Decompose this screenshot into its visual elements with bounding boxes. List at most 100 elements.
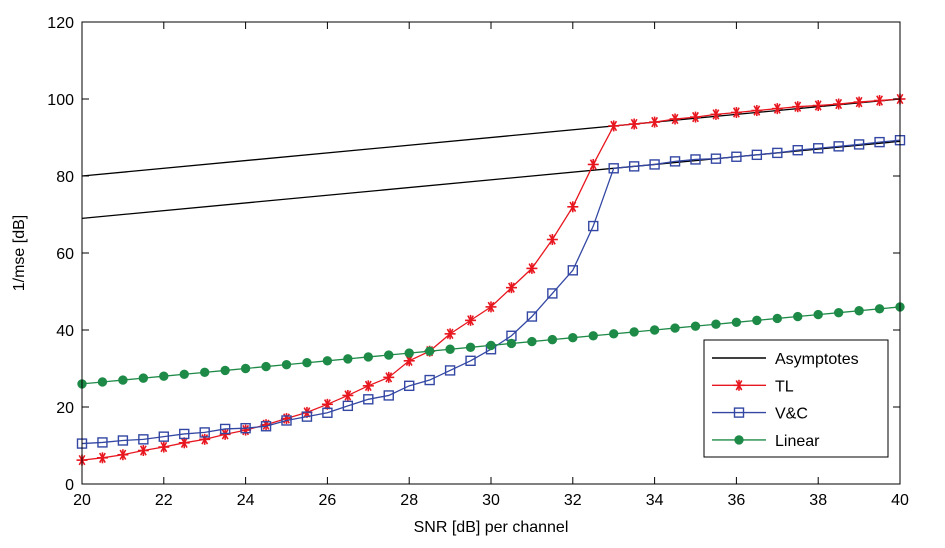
legend-label-asymptotes: Asymptotes — [775, 351, 859, 368]
series-layer — [76, 93, 906, 466]
data-point-v-c — [792, 145, 803, 156]
y-tick-label: 60 — [56, 246, 74, 263]
data-point-linear — [97, 377, 108, 387]
data-point-v-c — [772, 147, 783, 159]
data-point-tl — [546, 234, 558, 246]
data-point-tl — [444, 328, 456, 340]
data-point-linear — [281, 359, 292, 370]
data-point-v-c — [301, 411, 313, 422]
data-point-linear — [261, 361, 271, 372]
data-point-linear — [138, 373, 149, 383]
data-point-v-c — [731, 151, 742, 162]
data-point-linear — [486, 340, 496, 351]
series-linear — [77, 302, 905, 389]
data-point-tl — [96, 452, 108, 464]
data-point-v-c — [690, 154, 701, 165]
data-point-tl — [710, 108, 722, 120]
legend-marker-tl — [733, 379, 745, 391]
data-point-v-c — [260, 421, 272, 432]
data-point-tl — [342, 389, 354, 401]
legend-box — [703, 339, 889, 458]
data-point-linear — [322, 356, 333, 366]
data-point-linear — [363, 352, 373, 362]
data-point-tl — [771, 103, 783, 115]
data-point-tl — [853, 96, 865, 108]
legend-label-tl: TL — [775, 378, 794, 395]
data-point-linear — [854, 306, 864, 316]
data-point-tl — [505, 282, 517, 294]
data-point-tl — [465, 314, 477, 326]
y-tick-label: 40 — [56, 323, 74, 340]
data-point-tl — [199, 433, 211, 445]
data-point-linear — [506, 338, 517, 349]
legend-label-v-c: V&C — [775, 406, 808, 423]
data-point-tl — [219, 428, 231, 440]
data-point-tl — [874, 95, 886, 107]
data-point-v-c — [281, 415, 292, 426]
legend-item-v-c: V&C — [712, 406, 808, 423]
data-point-linear — [609, 329, 619, 339]
legend-item-tl: TL — [712, 378, 794, 395]
data-point-v-c — [363, 394, 374, 405]
asymptote-line — [81, 98, 901, 177]
data-point-tl — [608, 120, 620, 132]
data-point-linear — [465, 342, 476, 353]
data-point-tl — [669, 113, 681, 125]
data-point-v-c — [567, 265, 578, 276]
data-point-tl — [178, 437, 190, 449]
data-point-v-c — [710, 153, 722, 164]
data-point-v-c — [649, 159, 660, 170]
data-point-tl — [567, 201, 579, 213]
data-point-linear — [179, 369, 189, 379]
data-point-linear — [649, 325, 660, 335]
data-point-linear — [874, 304, 885, 314]
data-point-linear — [588, 331, 598, 341]
x-tick-label: 20 — [73, 492, 91, 509]
data-point-tl — [751, 105, 763, 117]
legend-item-asymptotes: Asymptotes — [712, 351, 859, 368]
x-tick-label: 36 — [728, 492, 746, 509]
data-point-linear — [445, 344, 455, 354]
data-point-v-c — [813, 143, 824, 154]
y-tick-label: 120 — [47, 15, 74, 32]
series-tl — [76, 93, 906, 466]
data-point-linear — [568, 333, 578, 343]
x-tick-label: 30 — [482, 492, 500, 509]
data-point-v-c — [322, 407, 333, 418]
data-point-v-c — [874, 136, 885, 148]
data-point-v-c — [588, 220, 599, 232]
legend: Asymptotes TL V&C Linear — [703, 339, 889, 458]
data-point-linear — [220, 365, 230, 376]
data-point-v-c — [547, 288, 558, 299]
data-point-linear — [670, 323, 680, 333]
data-point-linear — [343, 354, 353, 364]
data-point-linear — [404, 348, 414, 358]
data-point-tl — [158, 441, 170, 453]
y-tick-label: 0 — [65, 477, 74, 494]
data-point-v-c — [444, 365, 456, 376]
data-point-tl — [485, 301, 497, 313]
data-point-v-c — [117, 435, 129, 446]
legend-item-linear: Linear — [712, 433, 820, 450]
data-point-v-c — [669, 156, 681, 167]
data-point-tl — [792, 101, 804, 113]
data-point-v-c — [342, 400, 354, 412]
data-point-tl — [628, 118, 640, 130]
data-point-linear — [833, 307, 844, 318]
data-point-tl — [526, 262, 538, 274]
x-tick-label: 38 — [809, 492, 827, 509]
legend-label-linear: Linear — [775, 433, 820, 450]
data-point-v-c — [138, 434, 149, 445]
data-point-linear — [793, 311, 803, 322]
data-point-linear — [159, 371, 169, 381]
data-point-v-c — [179, 428, 190, 440]
data-point-linear — [752, 315, 762, 326]
data-point-linear — [527, 336, 537, 347]
data-point-linear — [118, 375, 128, 385]
x-axis-title: SNR [dB] per channel — [414, 519, 569, 536]
data-point-v-c — [526, 311, 538, 322]
data-point-tl — [649, 116, 661, 128]
data-point-v-c — [424, 374, 435, 386]
x-tick-label: 26 — [319, 492, 337, 509]
data-point-v-c — [833, 141, 844, 152]
